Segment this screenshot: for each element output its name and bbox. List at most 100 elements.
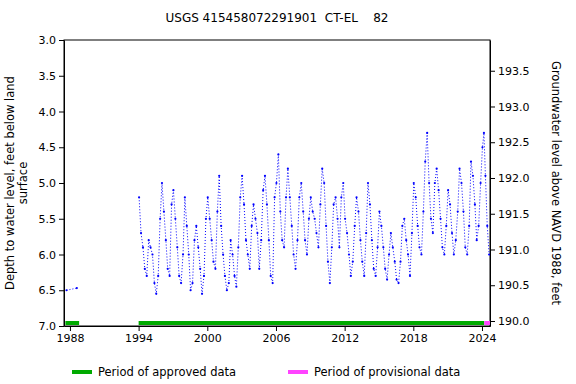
data-point	[468, 225, 470, 227]
data-point	[199, 268, 201, 270]
data-point	[317, 246, 319, 248]
data-point	[264, 175, 266, 177]
data-point	[420, 253, 422, 255]
tick-label: 2024	[468, 332, 496, 345]
data-point	[228, 282, 230, 284]
data-point	[159, 218, 161, 220]
y2-axis-title: Groundwater level above NAVD 1988, feet	[549, 61, 563, 306]
data-point	[249, 268, 251, 270]
data-point	[472, 175, 474, 177]
data-point	[151, 253, 153, 255]
tick-label: 7.0	[39, 320, 57, 333]
tick-mark	[490, 249, 495, 250]
data-point	[411, 232, 413, 234]
tick-mark	[490, 106, 495, 107]
data-point	[272, 282, 274, 284]
data-point	[354, 225, 356, 227]
tick-mark	[490, 178, 495, 179]
data-point	[153, 282, 155, 284]
tick: 2012	[331, 326, 359, 345]
axis-line	[65, 326, 491, 327]
data-point	[300, 182, 302, 184]
y-axis-title-line: Depth to water level, feet below land	[3, 76, 17, 290]
tick-mark	[490, 321, 495, 322]
tick-mark	[276, 326, 277, 331]
data-point	[457, 211, 459, 213]
data-point	[403, 218, 405, 220]
data-point	[335, 196, 337, 198]
data-point	[161, 182, 163, 184]
data-point	[235, 286, 237, 288]
tick: 3.5	[39, 70, 65, 83]
data-point	[149, 246, 151, 248]
data-point	[373, 268, 375, 270]
tick-mark	[490, 142, 495, 143]
tick-label: 5.5	[39, 213, 57, 226]
data-point	[413, 182, 415, 184]
data-point	[447, 189, 449, 191]
period-bar	[139, 321, 485, 325]
tick: 6.0	[39, 249, 65, 262]
chart: USGS 415458072291901 CT-EL 8219881994200…	[0, 0, 576, 384]
data-point	[422, 211, 424, 213]
data-point	[138, 196, 140, 198]
data-point	[169, 275, 171, 277]
data-point	[460, 182, 462, 184]
data-point	[292, 253, 294, 255]
data-point	[211, 239, 213, 241]
axis-line	[490, 41, 491, 327]
tick-label: 191.0	[498, 244, 530, 257]
data-point	[239, 196, 241, 198]
data-point	[397, 282, 399, 284]
data-point	[191, 282, 193, 284]
data-point	[277, 153, 279, 155]
tick-mark	[139, 326, 140, 331]
tick-label: 190.0	[498, 315, 530, 328]
y-axis-title: Depth to water level, feet below landsur…	[3, 76, 30, 290]
tick: 191.0	[490, 244, 530, 257]
data-point	[188, 253, 190, 255]
data-point	[172, 189, 174, 191]
tick-label: 3.5	[39, 70, 57, 83]
tick-label: 3.0	[39, 34, 57, 47]
data-point	[409, 275, 411, 277]
tick-label: 6.0	[39, 249, 57, 262]
data-point	[401, 225, 403, 227]
tick-label: 4.5	[39, 141, 57, 154]
legend-swatch	[288, 370, 308, 374]
y-axis: 3.03.54.04.55.05.56.06.57.0	[39, 34, 65, 333]
data-point	[399, 261, 401, 263]
y2-axis: 190.0190.5191.0191.5192.0192.5193.0193.5	[490, 41, 530, 329]
data-point	[441, 246, 443, 248]
data-point	[140, 232, 142, 234]
tick-label: 6.5	[39, 284, 57, 297]
axis-line	[64, 41, 65, 327]
x-axis: 1988199420002006201220182024	[56, 326, 496, 345]
tick-mark	[345, 326, 346, 331]
tick: 1994	[125, 326, 153, 345]
data-point	[287, 168, 289, 170]
data-point	[178, 275, 180, 277]
data-point	[443, 253, 445, 255]
data-point	[407, 253, 409, 255]
data-point	[462, 211, 464, 213]
tick: 2024	[468, 326, 496, 345]
tick-mark	[59, 219, 64, 220]
tick: 193.0	[490, 101, 530, 114]
tick-label: 192.5	[498, 136, 530, 149]
data-point	[396, 278, 398, 280]
data-point	[483, 132, 485, 134]
data-point	[184, 196, 186, 198]
data-point	[464, 246, 466, 248]
data-point	[146, 275, 148, 277]
tick-mark	[59, 112, 64, 113]
tick: 190.0	[490, 315, 530, 328]
tick-mark	[59, 290, 64, 291]
data-point	[266, 203, 268, 205]
tick: 5.5	[39, 213, 65, 226]
tick: 7.0	[39, 320, 65, 333]
data-point	[417, 225, 419, 227]
tick-label: 4.0	[39, 106, 57, 119]
tick: 2018	[400, 326, 428, 345]
tick-mark	[59, 147, 64, 148]
